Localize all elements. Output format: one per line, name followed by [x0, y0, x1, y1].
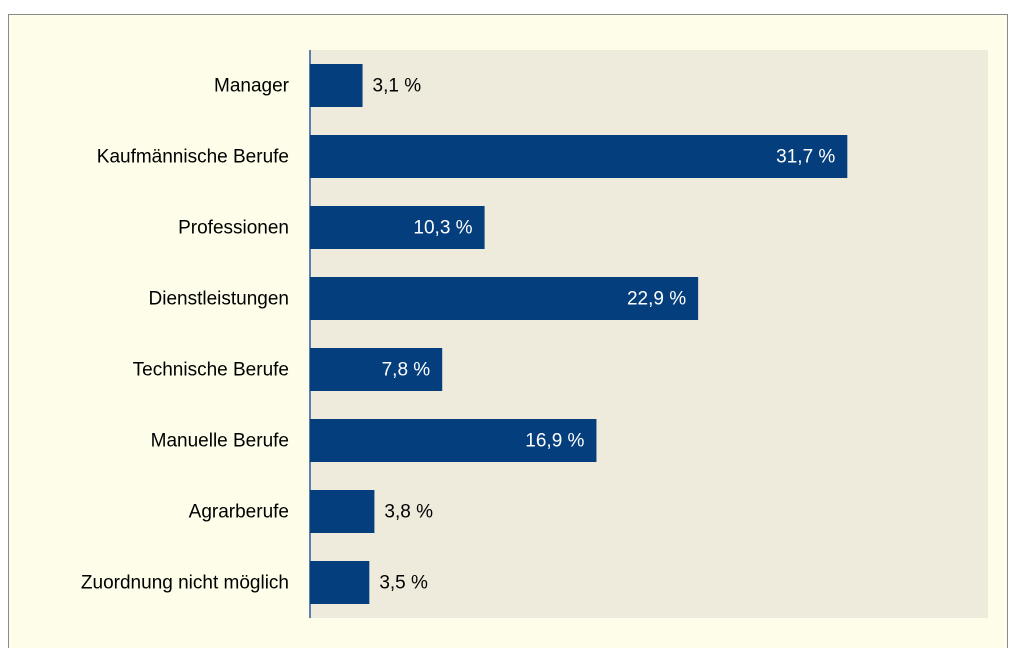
value-label: 31,7 %: [776, 147, 835, 168]
category-label: Technische Berufe: [133, 360, 289, 381]
bar: [310, 348, 443, 391]
bar: [310, 135, 848, 178]
bar: [310, 561, 370, 604]
bar: [310, 277, 699, 320]
bar: [310, 206, 485, 249]
category-label: Professionen: [178, 218, 289, 239]
category-label: Zuordnung nicht möglich: [81, 573, 289, 594]
category-label: Kaufmännische Berufe: [97, 147, 289, 168]
category-label: Manuelle Berufe: [151, 431, 289, 452]
value-label: 3,5 %: [379, 573, 428, 594]
value-label: 7,8 %: [382, 360, 431, 381]
value-label: 22,9 %: [627, 289, 686, 310]
bar: [310, 419, 597, 462]
value-label: 3,1 %: [373, 76, 422, 97]
value-label: 3,8 %: [384, 502, 433, 523]
category-label: Dienstleistungen: [149, 289, 289, 310]
bar: [310, 490, 375, 533]
value-label: 16,9 %: [525, 431, 584, 452]
bar: [310, 64, 363, 107]
category-label: Agrarberufe: [189, 502, 289, 523]
category-label: Manager: [214, 76, 290, 97]
value-label: 10,3 %: [413, 218, 472, 239]
